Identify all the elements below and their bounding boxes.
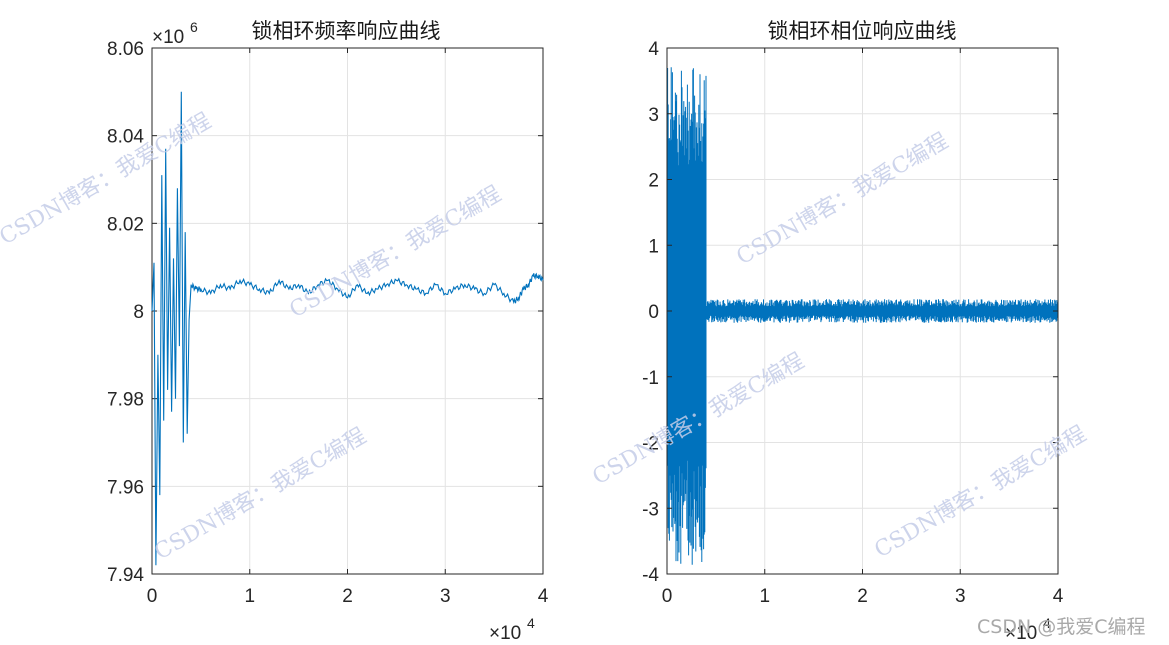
phase-y-tick-label: 3	[648, 105, 659, 126]
svg-text:4: 4	[527, 615, 535, 631]
frequency-y-multiplier: ×10 6	[152, 19, 198, 48]
phase-y-tick-label: 1	[648, 236, 659, 257]
phase-y-tick-label: -4	[642, 565, 659, 586]
frequency-y-tick-label: 8.04	[107, 127, 144, 148]
phase-x-tick-label: 0	[662, 586, 673, 607]
frequency-x-tick-label: 0	[147, 586, 158, 607]
phase-ticks	[666, 47, 1059, 575]
phase-y-tick-label: 0	[648, 302, 659, 323]
frequency-y-tick-label: 7.94	[107, 565, 144, 586]
corner-watermark: CSDN @我爱C编程	[977, 616, 1145, 638]
phase-y-tick-label: -3	[642, 499, 659, 520]
phase-response-chart: 锁相环相位响应曲线 0 1 2 3 4 -4 -3 -2 -1 0 1 2 3 4 ×10 4	[642, 19, 1064, 644]
phase-series-band	[666, 67, 1058, 565]
phase-y-tick-label: -2	[642, 434, 659, 455]
watermark-text: CSDN博客：我爱C编程	[733, 129, 953, 270]
frequency-grid	[152, 48, 543, 574]
phase-x-tick-label: 3	[955, 586, 966, 607]
svg-text:×10: ×10	[152, 27, 184, 48]
phase-y-tick-label: 2	[648, 171, 659, 192]
frequency-y-tick-label: 8	[133, 302, 144, 323]
phase-x-multiplier: ×10 4	[1005, 615, 1051, 644]
phase-y-tick-label: 4	[648, 39, 659, 60]
watermark-text: CSDN博客：我爱C编程	[286, 182, 506, 323]
frequency-y-tick-label: 8.02	[107, 214, 144, 235]
svg-text:×10: ×10	[489, 623, 521, 644]
frequency-x-tick-label: 4	[538, 586, 549, 607]
frequency-series-line	[151, 91, 544, 566]
svg-text:4: 4	[1043, 615, 1051, 631]
phase-series-transient	[666, 67, 707, 565]
frequency-response-chart: 锁相环频率响应曲线 0 1 2 3 4 7.94 7.96 7.98 8 8.02 8.04 8.06…	[107, 19, 549, 644]
svg-text:×10: ×10	[1005, 623, 1037, 644]
phase-tick-labels: 0 1 2 3 4 -4 -3 -2 -1 0 1 2 3 4	[642, 39, 1064, 607]
phase-x-tick-label: 4	[1053, 586, 1064, 607]
frequency-chart-title: 锁相环频率响应曲线	[252, 19, 441, 43]
watermark-text: CSDN博客：我爱C编程	[151, 424, 371, 565]
frequency-y-tick-label: 7.98	[107, 390, 144, 411]
frequency-y-tick-label: 7.96	[107, 477, 144, 498]
frequency-x-multiplier: ×10 4	[489, 615, 535, 644]
svg-text:6: 6	[190, 19, 198, 35]
phase-y-tick-label: -1	[642, 368, 659, 389]
phase-series-steady	[705, 299, 1058, 323]
frequency-y-tick-label: 8.06	[107, 39, 144, 60]
frequency-tick-labels: 0 1 2 3 4 7.94 7.96 7.98 8 8.02 8.04 8.06	[107, 39, 549, 607]
frequency-x-tick-label: 1	[244, 586, 255, 607]
frequency-x-tick-label: 2	[342, 586, 353, 607]
phase-x-tick-label: 2	[857, 586, 868, 607]
phase-x-tick-label: 1	[759, 586, 770, 607]
frequency-x-tick-label: 3	[440, 586, 451, 607]
phase-chart-title: 锁相环相位响应曲线	[768, 19, 957, 43]
